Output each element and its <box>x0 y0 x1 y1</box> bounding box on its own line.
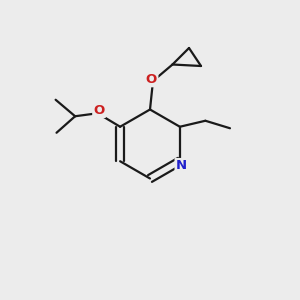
Text: O: O <box>94 104 105 117</box>
Text: O: O <box>146 73 157 86</box>
Text: N: N <box>176 159 187 172</box>
